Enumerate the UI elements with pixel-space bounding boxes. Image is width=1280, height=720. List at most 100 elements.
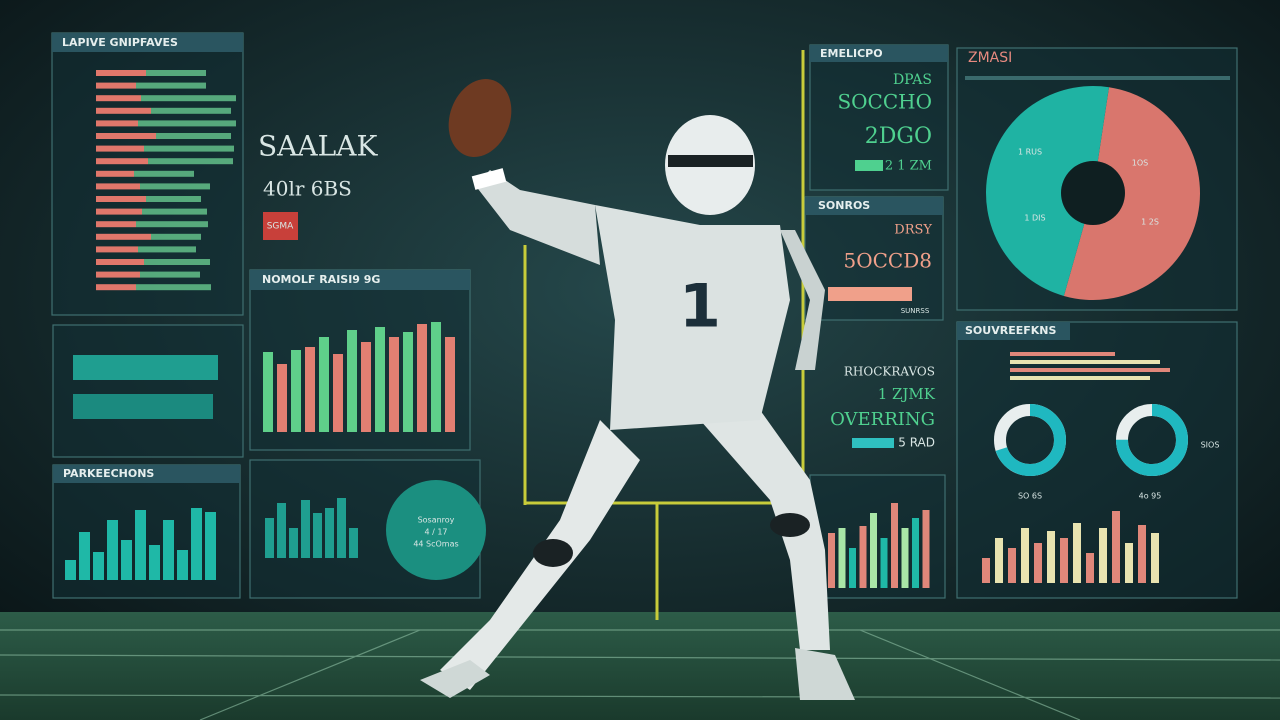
stat: 5OCCD8 [844, 249, 933, 273]
bar [1021, 528, 1029, 583]
bar [828, 533, 835, 588]
bar [96, 259, 144, 265]
bar [1034, 543, 1042, 583]
bar [96, 158, 148, 165]
panel-title: NOMOLF RAISI9 9G [262, 273, 380, 286]
bar [96, 284, 136, 291]
panel-header [250, 270, 470, 290]
bar [136, 284, 211, 291]
donut-label: 4o 95 [1139, 492, 1162, 501]
bar [277, 364, 287, 432]
bar [96, 246, 138, 253]
bar [156, 133, 231, 139]
bar [901, 528, 909, 588]
bar [1010, 352, 1115, 356]
bar [140, 183, 210, 190]
bar-decor [828, 287, 912, 301]
circle-text: Sosanroy [418, 516, 455, 525]
panel-title: PARKEECHONS [63, 467, 154, 480]
panel-header [810, 45, 948, 62]
bar [838, 528, 846, 588]
bar [1010, 360, 1160, 364]
bar [96, 196, 146, 202]
donut-arc [1116, 404, 1188, 476]
bar [96, 271, 140, 278]
pie-label: 1 2S [1141, 218, 1159, 227]
teal-circle [386, 480, 486, 580]
bar [289, 528, 298, 558]
bar [1086, 553, 1094, 583]
pie-slice [985, 85, 1109, 296]
bar [982, 558, 990, 583]
bar [417, 324, 427, 432]
bar [146, 70, 206, 76]
bar [140, 271, 200, 278]
field [0, 612, 1280, 720]
panel-header [52, 33, 243, 52]
panel [52, 324, 244, 458]
panel-title: SOUVREEFKNS [965, 324, 1056, 337]
bar-decor [73, 355, 218, 380]
donut-label: SIOS [1201, 441, 1220, 450]
bar [151, 107, 231, 114]
bar [922, 510, 930, 588]
bar-decor [855, 160, 883, 171]
bar [96, 133, 156, 139]
bar [136, 221, 208, 228]
bar [93, 552, 104, 580]
bar [205, 512, 216, 580]
bar [121, 540, 132, 580]
bar [1010, 368, 1170, 372]
bar [891, 503, 898, 588]
stat: OVERRING [830, 409, 935, 430]
stat-headline: SAALAK [258, 130, 378, 163]
bar [361, 342, 371, 432]
donut-label: SO 6S [1018, 492, 1042, 501]
bar [337, 498, 346, 558]
bar [859, 526, 867, 588]
bar [263, 352, 273, 432]
stat: SOCCHO [837, 90, 932, 114]
circle-text: 44 ScOmas [413, 540, 458, 549]
pie-label: 1 RUS [1018, 148, 1042, 157]
bar [1099, 528, 1107, 583]
bar [277, 503, 286, 558]
panel-header [957, 322, 1070, 340]
bar [148, 158, 233, 165]
bar [163, 520, 174, 580]
bar [151, 233, 201, 240]
bar [375, 327, 385, 432]
bar [96, 70, 146, 76]
bar [96, 233, 151, 240]
bar [347, 330, 357, 432]
stat: SUNRSS [901, 307, 930, 315]
bar [177, 550, 188, 580]
bar [134, 170, 194, 177]
bar [880, 538, 888, 588]
bar [291, 350, 301, 432]
stat: 5 RAD [898, 436, 935, 450]
bar [96, 170, 134, 177]
bar [135, 510, 146, 580]
bar [1008, 548, 1016, 583]
bar [265, 518, 274, 558]
stat: 2DGO [865, 124, 932, 149]
stat: 1 ZJMK [878, 385, 936, 403]
bar [301, 500, 310, 558]
bar-decor [852, 438, 894, 448]
bar [142, 208, 207, 215]
bar [319, 337, 329, 432]
bar [1073, 523, 1081, 583]
bar [65, 560, 76, 580]
panel-title: EMELICPO [820, 47, 883, 60]
panel-title: SONROS [818, 199, 870, 212]
bar-decor [965, 76, 1230, 80]
bar [1138, 525, 1146, 583]
bar [1060, 538, 1068, 583]
bar [138, 120, 236, 127]
pie-label: 1 DIS [1024, 214, 1045, 223]
bar [96, 183, 140, 190]
bar-decor [73, 394, 213, 419]
bar [1125, 543, 1133, 583]
